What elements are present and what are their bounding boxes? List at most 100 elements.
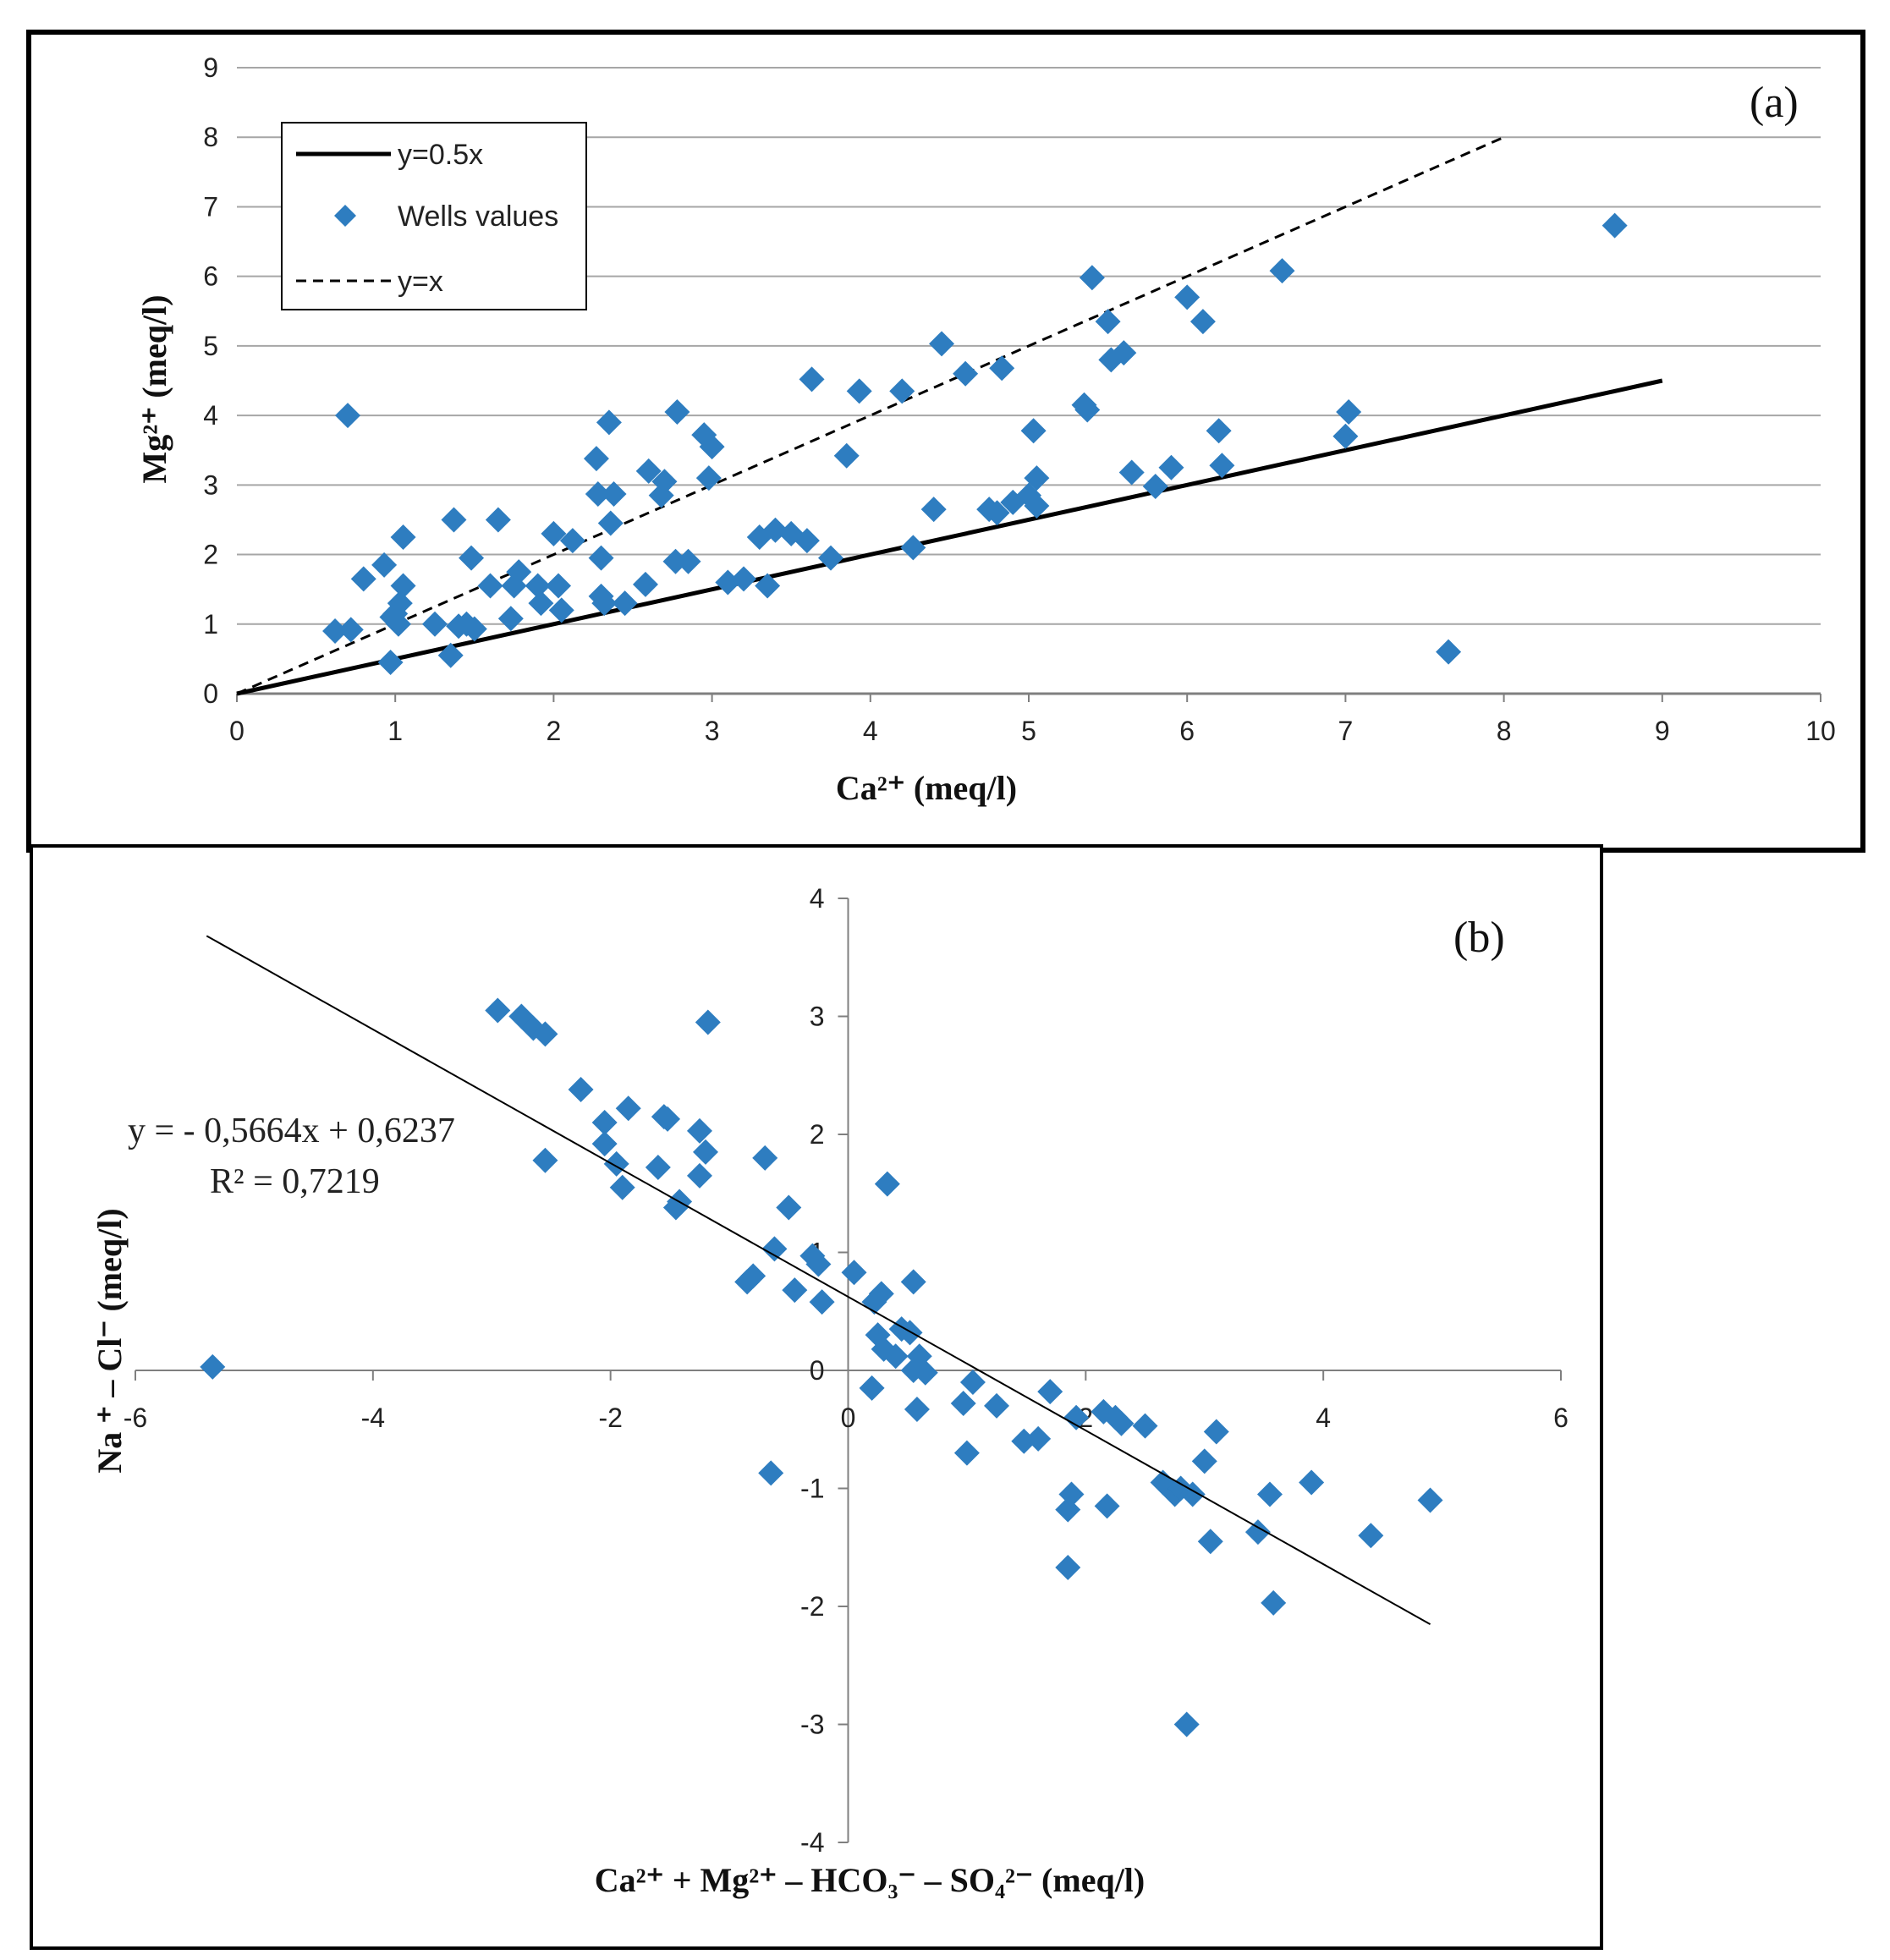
panel-b-x-axis-label: Ca²⁺ + Mg²⁺ – HCO₃⁻ – SO₄²⁻ (meq/l) <box>595 1861 1146 1899</box>
data-point <box>695 1009 721 1035</box>
data-point <box>497 606 524 632</box>
x-tick-label: -6 <box>124 1403 147 1433</box>
x-tick-label: 5 <box>1021 716 1036 746</box>
data-point <box>546 573 572 599</box>
panel-a-legend: y=0.5x Wells values y=x <box>281 122 587 310</box>
data-point <box>1436 639 1462 665</box>
data-point <box>859 1375 885 1401</box>
data-point <box>1055 1554 1081 1580</box>
data-point <box>377 650 404 675</box>
y-tick-label: 4 <box>810 883 825 914</box>
data-point <box>1197 1529 1223 1555</box>
y-tick-label: 2 <box>203 540 218 570</box>
panel-b-y-axis-label: Na ⁺ – Cl⁻ (meq/l) <box>91 1208 129 1473</box>
data-point <box>335 403 361 429</box>
data-point <box>532 1147 558 1173</box>
data-point <box>477 573 503 599</box>
data-point <box>989 355 1015 382</box>
data-point <box>897 1320 923 1346</box>
data-point <box>1244 1519 1271 1545</box>
x-tick-label: 9 <box>1655 716 1670 746</box>
data-point <box>583 446 609 472</box>
x-tick-label: 6 <box>1179 716 1195 746</box>
data-point <box>645 1155 671 1181</box>
data-point <box>390 573 416 599</box>
data-point <box>1037 1379 1063 1405</box>
y-tick-label: 9 <box>203 52 218 83</box>
data-point <box>588 545 614 571</box>
x-tick-label: 2 <box>547 716 562 746</box>
data-point <box>459 545 485 571</box>
y-tick-label: 8 <box>203 122 218 152</box>
data-point <box>615 1095 641 1122</box>
data-point <box>984 500 1010 526</box>
data-point <box>350 566 376 592</box>
data-point <box>322 618 349 644</box>
data-point <box>761 1236 788 1262</box>
data-point <box>1189 309 1216 335</box>
data-point <box>1111 340 1137 366</box>
data-point <box>1173 1711 1200 1738</box>
data-point <box>776 1194 802 1221</box>
data-point <box>900 1269 926 1295</box>
legend-diamond-swatch <box>334 205 356 227</box>
data-point <box>675 548 701 574</box>
y-tick-label: 3 <box>810 1002 825 1032</box>
data-point <box>805 1251 832 1277</box>
data-point <box>441 507 467 533</box>
x-tick-label: 1 <box>387 716 403 746</box>
data-point <box>1118 459 1145 486</box>
y-tick-label: 7 <box>203 191 218 222</box>
data-point <box>699 434 725 460</box>
data-point <box>882 1343 909 1370</box>
trendline-r-squared: R² = 0,7219 <box>210 1162 380 1201</box>
data-point <box>695 465 722 491</box>
data-point <box>385 611 411 637</box>
data-point <box>541 520 567 546</box>
data-point <box>485 997 511 1024</box>
data-point <box>846 378 872 404</box>
x-tick-label: -2 <box>598 1403 622 1433</box>
legend-label-half-line: y=0.5x <box>398 139 483 171</box>
x-tick-label: 7 <box>1338 716 1354 746</box>
data-point <box>841 1260 867 1286</box>
data-point <box>1206 418 1232 444</box>
y-tick-label: 1 <box>203 609 218 640</box>
y-tick-label: 0 <box>810 1355 825 1386</box>
panel-a-y-axis-label: Mg²⁺ (meq/l) <box>135 294 173 483</box>
data-point <box>818 545 843 571</box>
trendline <box>206 935 1431 1626</box>
data-point <box>506 559 532 585</box>
data-point <box>912 1359 938 1386</box>
data-point <box>635 458 662 484</box>
data-point <box>740 1263 766 1289</box>
x-tick-label: 6 <box>1553 1403 1569 1433</box>
data-point <box>904 1397 930 1423</box>
legend-label-wells: Wells values <box>398 200 558 233</box>
y-tick-label: -2 <box>800 1591 824 1622</box>
trendline-equation: y = - 0,5664x + 0,6237 <box>128 1112 455 1150</box>
data-point <box>950 1391 976 1417</box>
data-point <box>984 1392 1010 1419</box>
data-point <box>525 573 551 599</box>
data-point <box>632 571 658 597</box>
legend-label-equal-line: y=x <box>398 266 443 298</box>
data-point <box>900 535 926 561</box>
data-point <box>612 590 638 617</box>
data-point <box>693 1139 718 1165</box>
data-point <box>1158 454 1184 480</box>
y-tick-label: -4 <box>800 1827 824 1858</box>
data-point <box>1024 465 1050 491</box>
data-point <box>390 524 416 550</box>
data-point <box>686 1117 712 1144</box>
panel-a: 0 1 2 3 4 5 6 7 8 9 0 1 2 3 4 5 6 7 8 9 10 <box>203 52 1836 746</box>
data-point <box>1332 423 1359 449</box>
data-point <box>1095 309 1121 335</box>
data-point <box>585 481 611 508</box>
data-point <box>1336 399 1362 425</box>
panel-a-x-axis-label: Ca²⁺ (meq/l) <box>836 769 1017 807</box>
data-point <box>1602 212 1628 239</box>
data-point <box>1261 1589 1287 1616</box>
data-point <box>461 616 487 642</box>
data-point <box>920 497 947 523</box>
